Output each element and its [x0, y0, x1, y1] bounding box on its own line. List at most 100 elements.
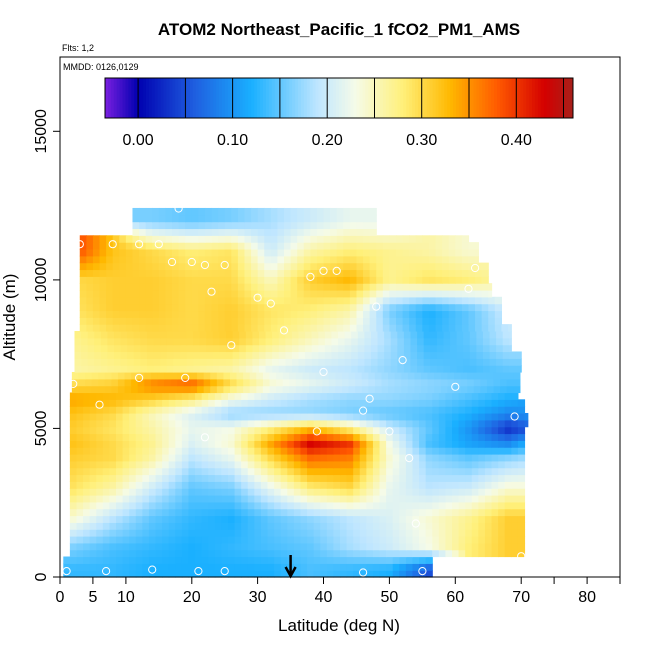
- heatmap-cell: [178, 324, 186, 332]
- heatmap-cell: [366, 563, 374, 571]
- heatmap-cell: [382, 296, 391, 305]
- heatmap-cell: [452, 542, 460, 551]
- heatmap-cell: [172, 283, 180, 291]
- heatmap-cell: [500, 385, 508, 394]
- heatmap-cell: [234, 508, 242, 517]
- heatmap-cell: [435, 255, 443, 264]
- heatmap-cell: [359, 494, 367, 503]
- heatmap-cell: [260, 501, 269, 510]
- heatmap-cell: [129, 501, 137, 510]
- heatmap-cell: [191, 269, 199, 277]
- heatmap-cell: [465, 460, 473, 469]
- heatmap-cell: [481, 317, 489, 325]
- heatmap-cell: [195, 453, 203, 462]
- heatmap-cell: [99, 248, 107, 257]
- heatmap-cell: [214, 392, 223, 400]
- heatmap-cell: [414, 371, 422, 380]
- heatmap-cell: [185, 228, 193, 236]
- heatmap-cell: [79, 269, 87, 277]
- heatmap-cell: [198, 303, 206, 312]
- heatmap-cell: [452, 522, 460, 530]
- heatmap-cell: [79, 324, 87, 332]
- heatmap-cell: [116, 508, 124, 517]
- heatmap-cell: [460, 385, 468, 394]
- heatmap-cell: [132, 262, 140, 271]
- heatmap-cell: [284, 317, 292, 325]
- heatmap-cell: [412, 419, 420, 428]
- heatmap-cell: [158, 317, 167, 325]
- heatmap-cell: [293, 419, 302, 428]
- heatmap-cell: [409, 248, 417, 257]
- heatmap-cell: [338, 365, 346, 373]
- heatmap-cell: [427, 385, 435, 394]
- heatmap-cell: [195, 426, 203, 435]
- heatmap-cell: [330, 207, 338, 216]
- heatmap-cell: [423, 330, 431, 339]
- heatmap-cell: [69, 467, 78, 476]
- heatmap-cell: [300, 481, 308, 489]
- heatmap-cell: [193, 344, 201, 353]
- heatmap-cell: [313, 570, 321, 578]
- heatmap-cell: [223, 385, 231, 394]
- heatmap-cell: [76, 447, 84, 455]
- heatmap-cell: [326, 542, 335, 551]
- heatmap-cell: [280, 501, 288, 510]
- heatmap-cell: [455, 296, 463, 305]
- heatmap-cell: [517, 412, 526, 421]
- colorbar-segment: [192, 78, 197, 118]
- heatmap-cell: [119, 242, 127, 250]
- heatmap-cell: [313, 542, 321, 551]
- heatmap-cell: [340, 406, 348, 414]
- colorbar-segment: [417, 78, 422, 118]
- heatmap-cell: [313, 549, 321, 558]
- heatmap-cell: [264, 283, 272, 291]
- heatmap-cell: [359, 488, 367, 496]
- heatmap-cell: [257, 324, 265, 332]
- heatmap-cell: [76, 453, 84, 462]
- heatmap-cell: [425, 467, 433, 476]
- heatmap-cell: [432, 447, 440, 455]
- heatmap-cell: [211, 214, 219, 223]
- heatmap-cell: [310, 276, 318, 284]
- heatmap-cell: [384, 330, 392, 339]
- heatmap-cell: [465, 529, 473, 537]
- heatmap-cell: [438, 419, 447, 428]
- heatmap-cell: [278, 351, 286, 359]
- heatmap-cell: [274, 535, 282, 544]
- heatmap-cell: [372, 419, 381, 428]
- heatmap-cell: [129, 474, 137, 482]
- x-tick-label: 40: [315, 589, 333, 606]
- heatmap-cell: [185, 214, 193, 223]
- heatmap-cell: [258, 365, 267, 373]
- heatmap-cell: [336, 303, 344, 312]
- heatmap-cell: [183, 371, 192, 380]
- heatmap-cell: [198, 324, 206, 332]
- heatmap-cell: [96, 419, 104, 428]
- heatmap-cell: [382, 283, 391, 291]
- heatmap-cell: [191, 276, 199, 284]
- heatmap-cell: [389, 235, 397, 243]
- heatmap-cell: [241, 556, 249, 564]
- heatmap-cell: [116, 481, 124, 489]
- heatmap-cell: [349, 242, 358, 250]
- colorbar-segment: [268, 78, 273, 118]
- heatmap-cell: [234, 481, 242, 489]
- heatmap-cell: [396, 296, 404, 305]
- heatmap-cell: [109, 474, 117, 482]
- colorbar-segment: [537, 78, 542, 118]
- heatmap-cell: [175, 508, 183, 517]
- heatmap-cell: [320, 488, 328, 496]
- heatmap-cell: [517, 460, 526, 469]
- heatmap-cell: [359, 529, 367, 537]
- heatmap-cell: [478, 508, 486, 517]
- heatmap-cell: [199, 351, 207, 359]
- colorbar-segment: [222, 78, 226, 118]
- colorbar-segment: [438, 78, 442, 118]
- heatmap-cell: [188, 474, 196, 482]
- heatmap-cell: [356, 221, 364, 230]
- heatmap-cell: [132, 221, 140, 230]
- heatmap-cell: [231, 248, 239, 257]
- colorbar-segment: [289, 78, 293, 118]
- heatmap-cell: [92, 248, 101, 257]
- heatmap-cell: [152, 296, 160, 305]
